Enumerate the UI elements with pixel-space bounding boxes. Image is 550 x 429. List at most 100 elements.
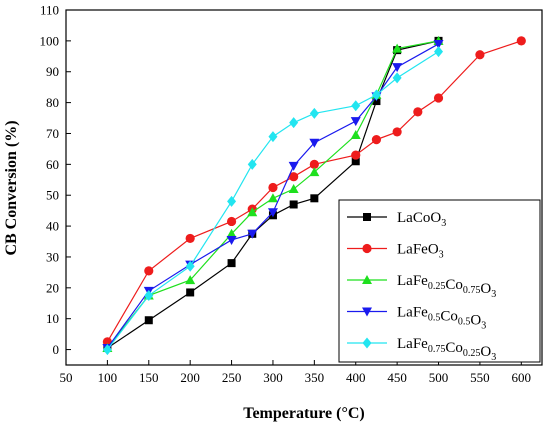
legend-label: LaFe0.5Co0.5O3 (397, 305, 486, 332)
data-point (413, 107, 423, 117)
data-point (288, 184, 299, 194)
data-point (267, 208, 278, 218)
data-point (289, 172, 299, 182)
legend-item: LaCoO3 (347, 210, 446, 229)
data-point (392, 127, 402, 137)
legend-marker (362, 243, 372, 254)
y-tick-label: 100 (40, 33, 60, 48)
data-point (351, 150, 361, 160)
data-point (268, 131, 278, 143)
data-point (185, 275, 196, 285)
x-tick-label: 200 (180, 370, 200, 385)
legend-label: LaFeO3 (397, 242, 444, 261)
data-point (267, 193, 278, 203)
data-point (392, 72, 402, 84)
data-point (227, 259, 236, 268)
series-5 (102, 46, 444, 356)
data-point (247, 207, 258, 217)
data-point (434, 46, 444, 58)
data-point (247, 158, 257, 170)
series-line (106, 40, 439, 349)
data-point (475, 50, 485, 60)
data-point (309, 138, 320, 148)
y-tick-label: 110 (40, 3, 59, 18)
x-axis-title: Temperature (°C) (243, 405, 364, 422)
data-point (185, 233, 195, 244)
legend: LaCoO3 LaFeO3 LaFe0.25Co0.75O3 LaFe0.5Co0.5… (338, 199, 541, 363)
data-point (289, 117, 299, 129)
data-point (350, 130, 361, 140)
data-point (186, 288, 195, 297)
x-tick-label: 100 (98, 370, 118, 385)
y-tick-label: 20 (46, 280, 59, 295)
legend-item: LaFeO3 (347, 242, 444, 261)
legend-marker (362, 307, 372, 317)
plot-frame (65, 9, 543, 366)
x-tick-label: 300 (263, 370, 283, 385)
data-point (371, 135, 382, 145)
data-point (227, 195, 237, 207)
x-tick-label: 600 (512, 370, 532, 385)
data-point (247, 229, 258, 239)
data-point (351, 157, 360, 166)
legend-label: LaCoO3 (397, 210, 446, 229)
y-tick-label: 30 (46, 249, 59, 264)
data-point (144, 316, 153, 325)
series-layer (102, 35, 526, 356)
y-axis: 0 10 20 30 40 50 60 70 80 90 100 110 (40, 3, 71, 357)
data-point (268, 182, 278, 193)
data-point (371, 89, 381, 101)
plot-area (65, 9, 543, 366)
data-point (288, 161, 299, 171)
legend-marker (362, 275, 372, 284)
data-point (185, 260, 195, 272)
legend-item: LaFe0.25Co0.75O3 (347, 273, 496, 300)
legend-label: LaFe0.25Co0.75O3 (397, 273, 496, 300)
y-tick-label: 90 (46, 64, 59, 79)
y-tick-label: 0 (53, 342, 60, 357)
y-tick-label: 50 (46, 188, 59, 203)
data-point (309, 159, 319, 169)
x-axis: 50 100 150 200 250 300 350 400 450 500 550 600 (60, 360, 532, 385)
data-point (433, 39, 444, 49)
x-tick-label: 450 (387, 370, 407, 385)
y-tick-label: 80 (46, 95, 59, 110)
x-tick-label: 400 (346, 370, 366, 385)
data-point (289, 200, 298, 209)
x-tick-label: 350 (305, 370, 325, 385)
y-tick-label: 70 (46, 126, 59, 141)
x-tick-label: 50 (60, 370, 73, 385)
legend-item: LaFe0.5Co0.5O3 (347, 305, 486, 332)
series-line (106, 51, 439, 350)
data-point (310, 194, 319, 203)
data-point (309, 167, 320, 177)
data-point (392, 63, 403, 73)
data-point (102, 344, 112, 356)
legend-label: LaFe0.75Co0.25O3 (397, 336, 496, 363)
data-point (226, 235, 237, 245)
legend-box (338, 199, 541, 363)
y-tick-label: 10 (46, 311, 59, 326)
x-tick-label: 250 (222, 370, 242, 385)
data-point (144, 266, 154, 276)
x-tick-label: 550 (470, 370, 490, 385)
data-point (392, 43, 403, 53)
y-tick-label: 60 (46, 157, 59, 172)
legend-marker (362, 337, 372, 349)
data-point (433, 93, 444, 103)
x-tick-label: 500 (429, 370, 449, 385)
data-point (309, 107, 319, 119)
y-tick-label: 40 (46, 219, 59, 234)
data-point (226, 228, 237, 238)
data-point (351, 100, 361, 112)
data-point (226, 216, 237, 227)
data-point (516, 36, 526, 46)
x-tick-label: 150 (139, 370, 159, 385)
legend-marker (363, 213, 371, 221)
data-point (144, 290, 154, 302)
series-2 (102, 36, 526, 347)
y-axis-title: CB Conversion (%) (3, 120, 20, 255)
data-point (350, 117, 361, 127)
legend-item: LaFe0.75Co0.25O3 (347, 336, 496, 363)
